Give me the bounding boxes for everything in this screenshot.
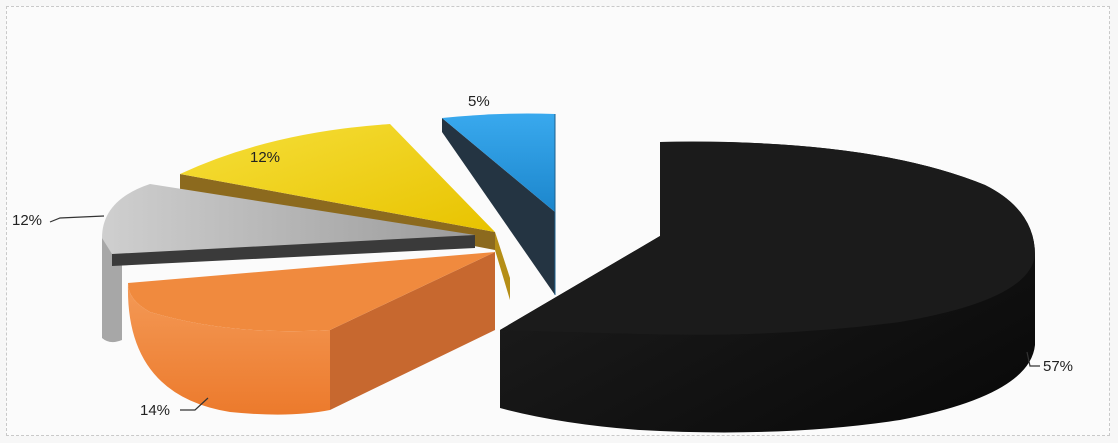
- data-label-12-grey: 12%: [12, 212, 42, 229]
- pie-slice-orange: [128, 252, 495, 415]
- data-label-5: 5%: [468, 93, 490, 110]
- data-label-57: 57%: [1043, 358, 1073, 375]
- data-label-12-yellow: 12%: [250, 149, 280, 166]
- data-label-14: 14%: [140, 402, 170, 419]
- leader-line-12-grey: [50, 216, 104, 222]
- pie-slice-black: [500, 142, 1035, 433]
